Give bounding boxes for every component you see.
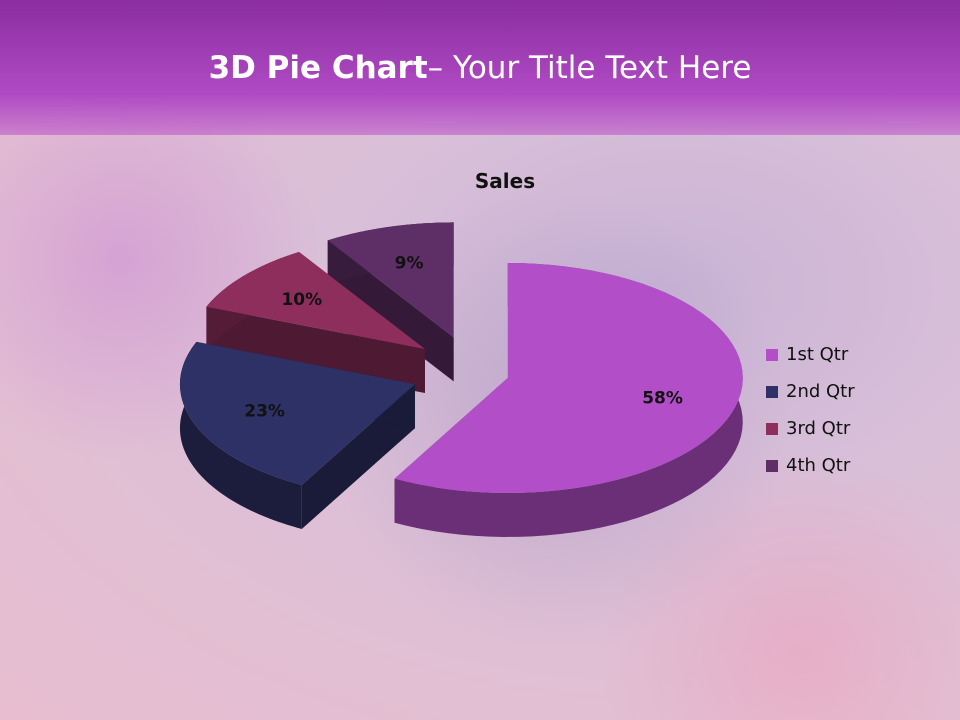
legend-swatch	[766, 422, 778, 435]
title-bar	[0, 0, 960, 135]
chart-title: Sales	[475, 169, 535, 193]
data-label: 10%	[281, 290, 322, 310]
slice-outer-wall	[179, 341, 302, 529]
slice-top-face	[179, 341, 415, 485]
slice-top-face	[206, 251, 425, 350]
legend-item: 2nd Qtr	[766, 373, 855, 410]
slide-title: 3D Pie Chart– Your Title Text Here	[0, 50, 960, 86]
pie-slice-4: 9%	[327, 222, 454, 382]
pie-slice-2: 23%	[179, 341, 415, 529]
data-label: 23%	[244, 402, 285, 422]
legend-swatch	[766, 348, 778, 361]
legend: 1st Qtr 2nd Qtr 3rd Qtr 4th Qtr	[766, 336, 855, 484]
slice-top-face	[327, 222, 454, 338]
title-rest: – Your Title Text Here	[427, 50, 752, 86]
data-label: 9%	[395, 253, 424, 273]
data-label: 58%	[642, 388, 683, 408]
legend-item: 1st Qtr	[766, 336, 855, 373]
pie-slice-1: 58%	[394, 262, 743, 537]
slice-top-face	[394, 262, 743, 493]
legend-label: 2nd Qtr	[786, 381, 855, 402]
legend-swatch	[766, 459, 778, 472]
title-bold: 3D Pie Chart	[208, 50, 428, 86]
legend-label: 4th Qtr	[786, 455, 851, 476]
legend-label: 3rd Qtr	[786, 418, 851, 439]
slice-radial-wall	[206, 306, 425, 394]
legend-item: 3rd Qtr	[766, 410, 855, 447]
pie-slice-3: 10%	[206, 251, 425, 394]
legend-label: 1st Qtr	[786, 344, 849, 365]
legend-swatch	[766, 385, 778, 398]
legend-item: 4th Qtr	[766, 447, 855, 484]
